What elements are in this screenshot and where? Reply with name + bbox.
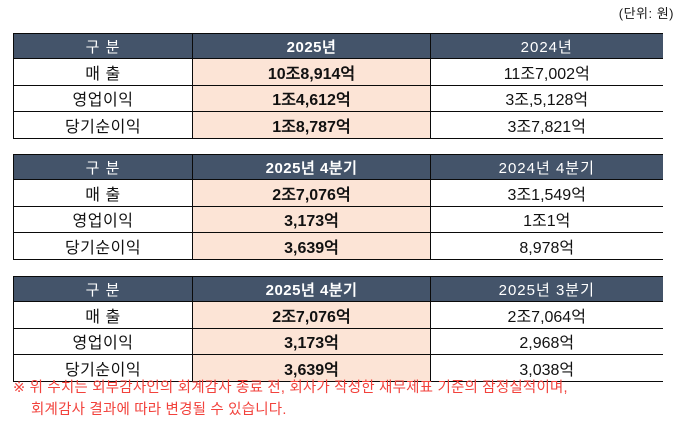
column-header-category: 구 분 <box>13 276 193 302</box>
column-header-category: 구 분 <box>13 154 193 180</box>
row-label-operating-profit: 영업이익 <box>13 205 193 233</box>
table-quarter-yoy: 구 분 2025년 4분기 2024년 4분기 매 출 2조7,076억 3조1… <box>13 154 663 260</box>
column-header-current-period: 2025년 4분기 <box>192 154 431 180</box>
value-net-income-current: 3,639억 <box>192 232 431 260</box>
row-label-operating-profit: 영업이익 <box>13 327 193 355</box>
value-operating-profit-current: 1조4,612억 <box>192 84 431 112</box>
value-revenue-previous: 11조7,002억 <box>430 58 663 86</box>
value-revenue-current: 2조7,076억 <box>192 179 431 207</box>
value-revenue-previous: 3조1,549억 <box>430 179 663 207</box>
value-revenue-current: 2조7,076억 <box>192 301 431 329</box>
table-header-row: 구 분 2025년 2024년 <box>13 33 663 59</box>
table-row-revenue: 매 출 10조8,914억 11조7,002억 <box>13 58 663 86</box>
value-operating-profit-current: 3,173억 <box>192 205 431 233</box>
footnote: ※ 위 수치는 외부감사인의 회계감사 종료 전, 회사가 작성한 재무제표 기… <box>13 377 653 421</box>
value-operating-profit-current: 3,173억 <box>192 327 431 355</box>
table-row-operating-profit: 영업이익 3,173억 2,968억 <box>13 327 663 355</box>
value-net-income-previous: 3조7,821억 <box>430 111 663 139</box>
row-label-net-income: 당기순이익 <box>13 232 193 260</box>
row-label-revenue: 매 출 <box>13 58 193 86</box>
table-row-net-income: 당기순이익 1조8,787억 3조7,821억 <box>13 111 663 139</box>
unit-label: (단위: 원) <box>618 6 674 21</box>
table-quarter-qoq: 구 분 2025년 4분기 2025년 3분기 매 출 2조7,076억 2조7… <box>13 276 663 382</box>
value-net-income-current: 1조8,787억 <box>192 111 431 139</box>
value-revenue-current: 10조8,914억 <box>192 58 431 86</box>
footnote-line-2: 회계감사 결과에 따라 변경될 수 있습니다. <box>31 402 287 418</box>
table-row-operating-profit: 영업이익 1조4,612억 3조,5,128억 <box>13 84 663 112</box>
footnote-line-1: ※ 위 수치는 외부감사인의 회계감사 종료 전, 회사가 작성한 재무제표 기… <box>13 380 568 396</box>
value-revenue-previous: 2조7,064억 <box>430 301 663 329</box>
column-header-previous-period: 2024년 <box>430 33 663 59</box>
value-net-income-previous: 3,038억 <box>430 354 663 382</box>
table-header-row: 구 분 2025년 4분기 2025년 3분기 <box>13 276 663 302</box>
row-label-revenue: 매 출 <box>13 301 193 329</box>
value-operating-profit-previous: 3조,5,128억 <box>430 84 663 112</box>
table-row-net-income: 당기순이익 3,639억 3,038억 <box>13 354 663 382</box>
column-header-previous-period: 2024년 4분기 <box>430 154 663 180</box>
row-label-net-income: 당기순이익 <box>13 354 193 382</box>
table-row-operating-profit: 영업이익 3,173억 1조1억 <box>13 205 663 233</box>
value-operating-profit-previous: 1조1억 <box>430 205 663 233</box>
column-header-previous-period: 2025년 3분기 <box>430 276 663 302</box>
table-row-revenue: 매 출 2조7,076억 3조1,549억 <box>13 179 663 207</box>
column-header-category: 구 분 <box>13 33 193 59</box>
column-header-current-period: 2025년 <box>192 33 431 59</box>
table-header-row: 구 분 2025년 4분기 2024년 4분기 <box>13 154 663 180</box>
table-row-net-income: 당기순이익 3,639억 8,978억 <box>13 232 663 260</box>
table-annual-results: 구 분 2025년 2024년 매 출 10조8,914억 11조7,002억 … <box>13 33 663 139</box>
table-row-revenue: 매 출 2조7,076억 2조7,064억 <box>13 301 663 329</box>
value-net-income-previous: 8,978억 <box>430 232 663 260</box>
value-operating-profit-previous: 2,968억 <box>430 327 663 355</box>
row-label-operating-profit: 영업이익 <box>13 84 193 112</box>
row-label-net-income: 당기순이익 <box>13 111 193 139</box>
row-label-revenue: 매 출 <box>13 179 193 207</box>
column-header-current-period: 2025년 4분기 <box>192 276 431 302</box>
